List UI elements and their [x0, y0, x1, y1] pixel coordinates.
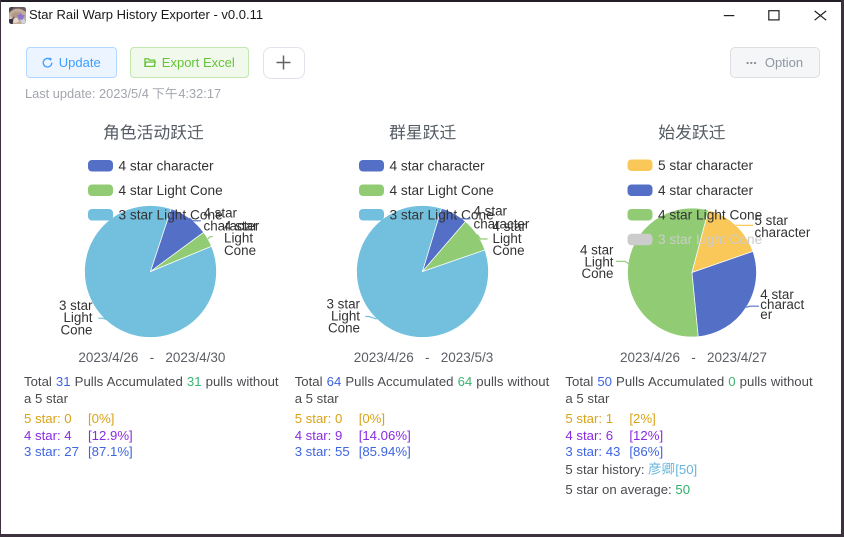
svg-text:4 star character: 4 star character [658, 183, 754, 198]
svg-text:5 star character: 5 star character [658, 158, 754, 173]
svg-text:Cone: Cone [224, 243, 256, 258]
svg-text:character: character [755, 225, 811, 240]
svg-text:4 star: 4 star [224, 219, 258, 234]
svg-text:4 star: 4 star [760, 287, 794, 302]
svg-text:character: character [474, 217, 530, 232]
svg-text:3 star Light Cone: 3 star Light Cone [119, 207, 223, 222]
svg-text:4 star character: 4 star character [119, 158, 215, 173]
svg-text:Light: Light [584, 254, 613, 269]
svg-text:3 star Light Cone: 3 star Light Cone [658, 232, 762, 247]
svg-text:4 star Light Cone: 4 star Light Cone [390, 183, 494, 198]
svg-text:4 star: 4 star [493, 219, 527, 234]
svg-text:Light: Light [224, 231, 253, 246]
svg-text:Cone: Cone [493, 243, 525, 258]
svg-text:4 star: 4 star [580, 242, 614, 257]
svg-text:Light: Light [493, 231, 522, 246]
svg-text:Light: Light [331, 308, 360, 323]
svg-text:Cone: Cone [328, 320, 360, 335]
svg-text:4 star: 4 star [204, 206, 238, 221]
svg-text:5 star: 5 star [755, 213, 789, 228]
svg-text:4 star Light Cone: 4 star Light Cone [119, 183, 223, 198]
svg-text:er: er [760, 307, 772, 322]
svg-text:charact: charact [760, 297, 804, 312]
svg-text:4 star: 4 star [474, 204, 508, 219]
svg-text:4 star Light Cone: 4 star Light Cone [658, 207, 762, 222]
svg-text:3 star: 3 star [59, 298, 93, 313]
svg-text:4 star character: 4 star character [390, 158, 486, 173]
svg-text:3 star: 3 star [327, 297, 361, 312]
svg-text:character: character [204, 219, 260, 234]
svg-text:Cone: Cone [60, 322, 92, 337]
svg-text:Light: Light [63, 310, 92, 325]
svg-text:Cone: Cone [581, 266, 613, 281]
